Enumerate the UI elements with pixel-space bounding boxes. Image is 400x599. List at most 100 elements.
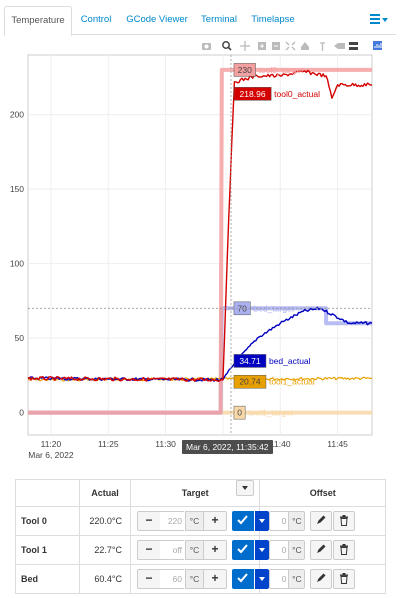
delete-offset-button[interactable] (333, 540, 356, 560)
series-line-tool0_actual (27, 69, 373, 382)
target-cell: − off °C + (129, 535, 269, 565)
heater-name: Bed (15, 564, 80, 594)
hover-compare-icon[interactable] (349, 42, 358, 50)
y-tick-label: 150 (10, 184, 24, 194)
hover-name-bed_target: bed_target (253, 303, 294, 313)
offset-cell: 0 °C (259, 506, 386, 536)
hover-value-tool1_actual: 20.74 (239, 377, 261, 387)
offset-input[interactable]: 0 (269, 569, 289, 589)
hover-box-tool0_target (233, 63, 256, 77)
target-unit: °C (185, 540, 204, 560)
target-unit: °C (185, 511, 204, 531)
heater-name: Tool 0 (15, 506, 80, 536)
x-date-label: Mar 6, 2022 (28, 450, 74, 460)
increase-target-button[interactable]: + (203, 569, 227, 589)
target-cell: − 60 °C + (129, 564, 269, 594)
set-target-button[interactable] (232, 511, 254, 531)
zoom-icon[interactable] (222, 41, 232, 51)
series-line-tool0_target (28, 67, 372, 415)
series-line-bed_target (28, 306, 372, 415)
hover-time-label: Mar 6, 2022, 11:35:42 (182, 440, 273, 454)
actual-temp: 22.7°C (79, 535, 131, 565)
target-options-dropdown[interactable] (255, 569, 269, 589)
x-tick-label: 11:30 (155, 439, 176, 449)
tab-terminal[interactable]: Terminal (201, 14, 237, 25)
check-icon (237, 515, 248, 525)
actual-temp: 60.4°C (79, 564, 131, 594)
camera-icon[interactable] (202, 43, 211, 50)
hover-box-bed_actual (233, 354, 267, 368)
target-input[interactable]: 60 (160, 569, 184, 589)
delete-offset-button[interactable] (333, 569, 356, 589)
offset-input[interactable]: 0 (269, 540, 289, 560)
increase-target-button[interactable]: + (203, 540, 227, 560)
edit-offset-button[interactable] (310, 569, 333, 589)
temperature-graph: 0 50 100 150 200 11:20 Mar 6, 2022 11:25 11:30 11… (4, 36, 396, 466)
tab-menu-button[interactable] (370, 14, 388, 26)
tab-control[interactable]: Control (80, 14, 112, 25)
target-cell: − 220 °C + (129, 506, 269, 536)
hover-value-tool1_target: 0 (237, 408, 242, 418)
pan-icon[interactable] (240, 41, 250, 51)
caret-down-icon (382, 18, 388, 22)
increase-target-button[interactable]: + (203, 511, 227, 531)
pencil-icon (317, 515, 326, 524)
hover-box-tool1_actual (233, 374, 267, 389)
decrease-target-button[interactable]: − (137, 511, 161, 531)
set-target-button[interactable] (232, 569, 254, 589)
target-input[interactable]: off (160, 540, 184, 560)
tab-timelapse[interactable]: Timelapse (251, 14, 295, 25)
edit-offset-button[interactable] (310, 511, 333, 531)
hover-name-tool0_actual: tool0_actual (274, 89, 320, 99)
y-tick-label: 200 (10, 110, 24, 120)
tab-bar: Temperature Control GCode Viewer Termina… (4, 6, 396, 36)
table-row-tool-0: Tool 0 220.0°C − 220 °C + 0 °C (15, 506, 386, 536)
zoom-out-icon[interactable] (272, 42, 280, 50)
trash-icon (340, 544, 349, 555)
set-target-button[interactable] (232, 540, 254, 560)
offset-unit: °C (288, 511, 306, 531)
heater-name: Tool 1 (15, 535, 80, 565)
hover-name-tool1_target: tool1_target (248, 408, 294, 418)
pencil-icon (317, 573, 326, 582)
x-tick-label: 11:45 (327, 439, 348, 449)
spike-lines-icon[interactable] (320, 42, 325, 51)
offset-unit: °C (288, 540, 306, 560)
target-options-dropdown[interactable] (255, 540, 269, 560)
temperature-table: Actual Target Offset Tool 0 220.0°C − 22… (15, 479, 386, 594)
check-icon (237, 573, 248, 583)
series-line-bed_actual (27, 306, 373, 382)
tab-gcode-viewer[interactable]: GCode Viewer (126, 14, 188, 25)
offset-cell: 0 °C (259, 535, 386, 565)
hover-closest-icon[interactable] (334, 43, 345, 49)
target-dropdown-button[interactable] (236, 480, 255, 496)
target-options-dropdown[interactable] (255, 511, 269, 531)
plotly-logo-icon[interactable] (373, 41, 382, 50)
decrease-target-button[interactable]: − (137, 540, 161, 560)
trash-icon (340, 515, 349, 526)
offset-unit: °C (288, 569, 306, 589)
plot-modebar (202, 41, 382, 51)
x-tick-label: 11:25 (98, 439, 119, 449)
hover-box-tool1_target (233, 405, 246, 420)
header-actual: Actual (79, 479, 131, 507)
hover-name-bed_actual: bed_actual (269, 356, 311, 366)
edit-offset-button[interactable] (310, 540, 333, 560)
plot-frame (27, 54, 373, 436)
check-icon (237, 544, 248, 554)
hover-value-tool0_target: 230 (238, 65, 252, 75)
reset-axes-icon[interactable] (301, 42, 309, 50)
delete-offset-button[interactable] (333, 511, 356, 531)
zoom-in-icon[interactable] (258, 42, 266, 50)
target-input[interactable]: 220 (160, 511, 184, 531)
header-target-label: Target (181, 488, 209, 498)
offset-input[interactable]: 0 (269, 511, 289, 531)
tab-temperature[interactable]: Temperature (4, 6, 72, 36)
hover-value-tool0_actual: 218.96 (240, 89, 266, 99)
decrease-target-button[interactable]: − (137, 569, 161, 589)
hover-name-tool0_target: tool0_target (259, 65, 305, 75)
autoscale-icon[interactable] (285, 41, 296, 51)
header-offset: Offset (259, 479, 386, 507)
hover-value-bed_target: 70 (237, 303, 247, 313)
header-name (15, 479, 80, 507)
